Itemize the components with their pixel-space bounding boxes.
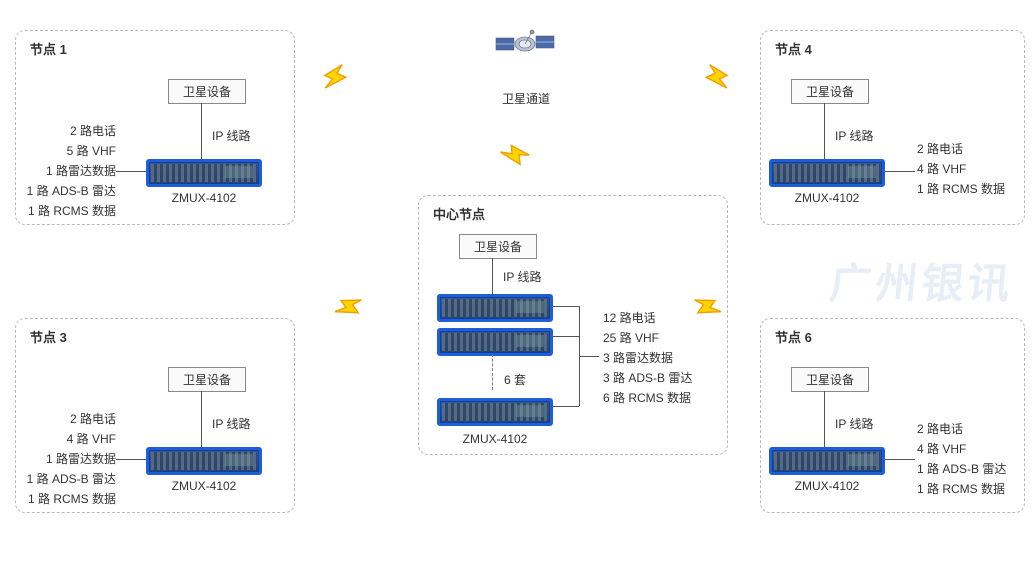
connector: [201, 103, 202, 159]
connector: [116, 171, 146, 172]
connector: [885, 459, 915, 460]
feature-item: 1 路 RCMS 数据: [20, 489, 116, 509]
satellite-icon: [490, 18, 560, 68]
device-icon: [437, 294, 553, 322]
bolt-icon: [694, 54, 739, 99]
sat-equip-box: 卫星设备: [791, 367, 869, 392]
node-title: 节点 1: [30, 39, 284, 58]
bolt-icon: [312, 54, 357, 99]
feature-list: 12 路电话 25 路 VHF 3 路雷达数据 3 路 ADS-B 雷达 6 路…: [603, 308, 723, 408]
node-3: 节点 3 卫星设备 IP 线路 2 路电话 4 路 VHF 1 路雷达数据 1 …: [15, 318, 295, 513]
node-title: 中心节点: [433, 204, 717, 223]
ip-line-label: IP 线路: [503, 268, 541, 285]
device-model: ZMUX-4102: [437, 432, 553, 446]
sat-equip-box: 卫星设备: [459, 234, 537, 259]
connector: [553, 306, 579, 307]
feature-item: 2 路电话: [917, 139, 1017, 159]
connector: [116, 459, 146, 460]
connector: [492, 258, 493, 294]
ip-line-label: IP 线路: [212, 415, 250, 432]
diagram-stage: { "canvas":{"w":1036,"h":583,"bg":"#ffff…: [0, 0, 1036, 583]
feature-item: 4 路 VHF: [20, 429, 116, 449]
node-title: 节点 4: [775, 39, 1014, 58]
watermark: 广州银讯: [827, 250, 1017, 311]
feature-list: 2 路电话 4 路 VHF 1 路 ADS-B 雷达 1 路 RCMS 数据: [917, 419, 1017, 499]
feature-item: 3 路 ADS-B 雷达: [603, 368, 723, 388]
connector: [201, 391, 202, 447]
node-title: 节点 3: [30, 327, 284, 346]
device-model: ZMUX-4102: [146, 191, 262, 205]
connector: [579, 356, 599, 357]
connector: [553, 406, 579, 407]
feature-item: 1 路雷达数据: [20, 161, 116, 181]
feature-item: 6 路 RCMS 数据: [603, 388, 723, 408]
device-icon: [437, 398, 553, 426]
ip-line-label: IP 线路: [835, 127, 873, 144]
device-icon: [769, 159, 885, 187]
center-set-count: 6 套: [457, 362, 573, 398]
node-4: 节点 4 卫星设备 IP 线路 ZMUX-4102 2 路电话 4 路 VHF …: [760, 30, 1025, 225]
center-node: 中心节点 卫星设备 IP 线路 6 套 ZMUX-4102 12 路电话 25 …: [418, 195, 728, 455]
feature-item: 1 路 RCMS 数据: [917, 479, 1017, 499]
feature-item: 4 路 VHF: [917, 159, 1017, 179]
connector: [824, 391, 825, 447]
feature-list: 2 路电话 4 路 VHF 1 路 RCMS 数据: [917, 139, 1017, 199]
feature-item: 3 路雷达数据: [603, 348, 723, 368]
sat-equip-box: 卫星设备: [168, 79, 246, 104]
device-icon: [146, 159, 262, 187]
feature-list: 2 路电话 4 路 VHF 1 路雷达数据 1 路 ADS-B 雷达 1 路 R…: [20, 409, 116, 509]
node-1: 节点 1 卫星设备 IP 线路 2 路电话 5 路 VHF 1 路雷达数据 1 …: [15, 30, 295, 225]
feature-item: 4 路 VHF: [917, 439, 1017, 459]
feature-item: 5 路 VHF: [20, 141, 116, 161]
feature-item: 12 路电话: [603, 308, 723, 328]
connector: [824, 103, 825, 159]
device-model: ZMUX-4102: [769, 191, 885, 205]
device-model: ZMUX-4102: [769, 479, 885, 493]
feature-item: 1 路雷达数据: [20, 449, 116, 469]
ip-line-label: IP 线路: [835, 415, 873, 432]
feature-item: 2 路电话: [20, 409, 116, 429]
device-model: ZMUX-4102: [146, 479, 262, 493]
device-icon: [769, 447, 885, 475]
feature-item: 1 路 ADS-B 雷达: [917, 459, 1017, 479]
ip-line-label: IP 线路: [212, 127, 250, 144]
device-icon: [437, 328, 553, 356]
feature-item: 2 路电话: [917, 419, 1017, 439]
feature-item: 1 路 RCMS 数据: [917, 179, 1017, 199]
bolt-icon: [325, 283, 372, 330]
satellite-caption: 卫星通道: [502, 90, 550, 107]
bolt-icon: [497, 137, 534, 174]
feature-item: 1 路 RCMS 数据: [20, 201, 116, 221]
sat-equip-box: 卫星设备: [168, 367, 246, 392]
node-6: 节点 6 卫星设备 IP 线路 ZMUX-4102 2 路电话 4 路 VHF …: [760, 318, 1025, 513]
node-title: 节点 6: [775, 327, 1014, 346]
feature-list: 2 路电话 5 路 VHF 1 路雷达数据 1 路 ADS-B 雷达 1 路 R…: [20, 121, 116, 221]
feature-item: 25 路 VHF: [603, 328, 723, 348]
feature-item: 1 路 ADS-B 雷达: [20, 469, 116, 489]
feature-item: 2 路电话: [20, 121, 116, 141]
connector: [553, 336, 579, 337]
sat-equip-box: 卫星设备: [791, 79, 869, 104]
device-icon: [146, 447, 262, 475]
feature-item: 1 路 ADS-B 雷达: [20, 181, 116, 201]
connector: [885, 171, 915, 172]
